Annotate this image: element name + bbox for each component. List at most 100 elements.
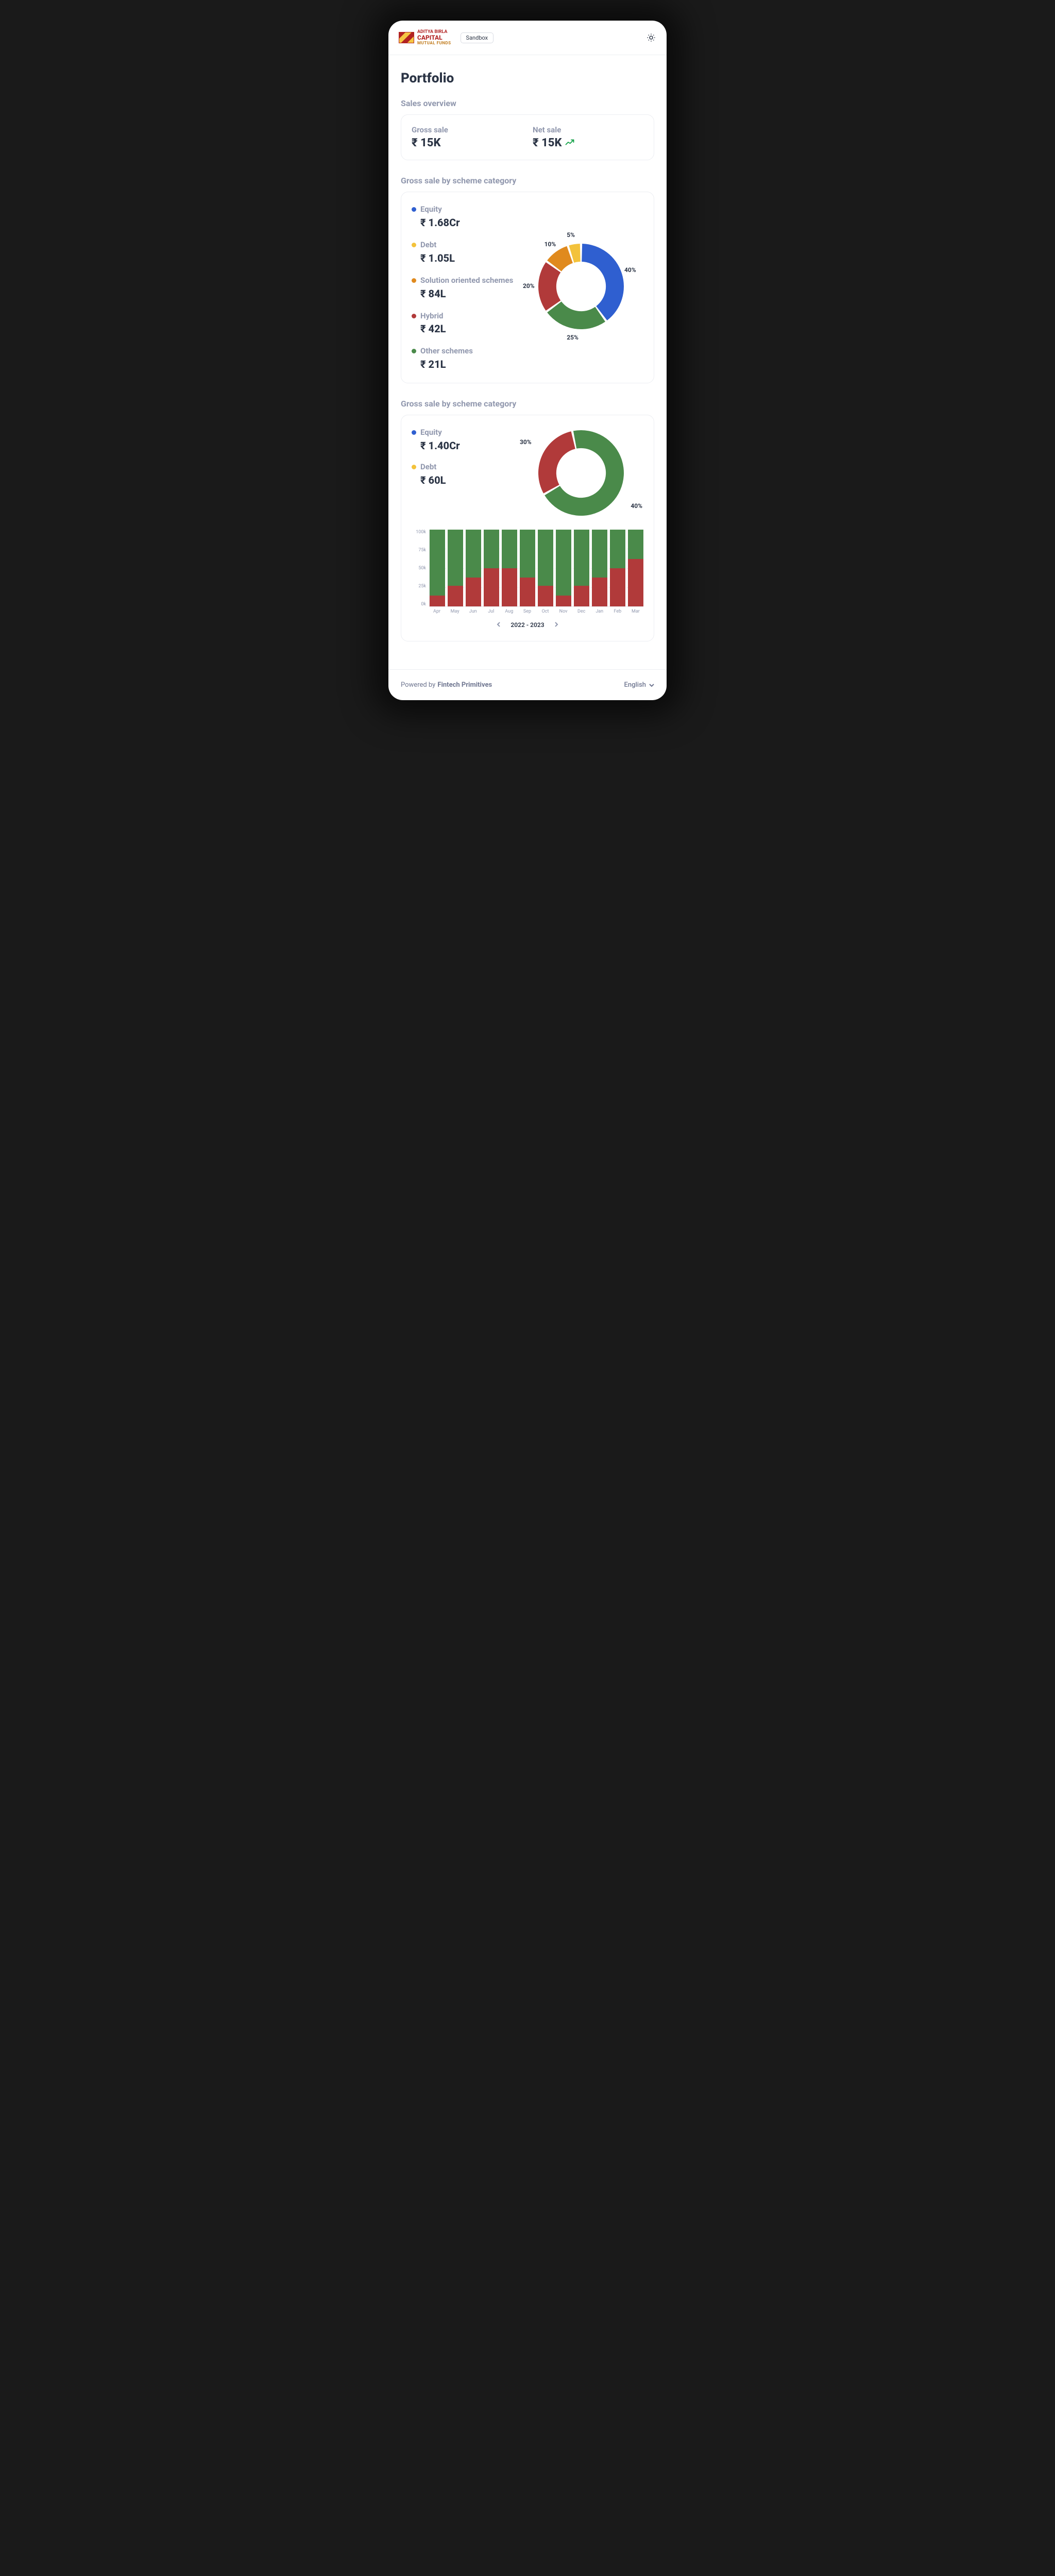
theme-toggle[interactable] xyxy=(646,32,656,43)
legend-item-equity: Equity ₹ 1.68Cr xyxy=(412,205,514,229)
bar-lower-seg xyxy=(628,559,643,606)
net-sale-label: Net sale xyxy=(533,125,643,134)
bar-upper-seg xyxy=(574,530,589,586)
x-axis-labels: AprMayJunJulAugSepOctNovDecJanFebMar xyxy=(429,609,643,614)
bar-upper-seg xyxy=(556,530,571,596)
brand-logo[interactable]: ADITYA BIRLA CAPITAL MUTUAL FUNDS xyxy=(399,30,451,45)
legend-value-equity: ₹ 1.68Cr xyxy=(412,216,514,229)
legend-label-hybrid: Hybrid xyxy=(420,311,444,321)
bar-upper-seg xyxy=(538,530,553,586)
category1-legend: Equity ₹ 1.68Cr Debt₹ 1.05L Solution orient… xyxy=(412,205,514,370)
x-tick: Apr xyxy=(429,609,445,614)
legend-value-hybrid: ₹ 42L xyxy=(412,323,514,335)
net-sale-block: Net sale ₹ 15K xyxy=(533,125,643,149)
x-tick: Mar xyxy=(628,609,643,614)
legend-label-debt: Debt xyxy=(420,240,436,250)
bar-Sep xyxy=(520,530,535,606)
donut-pct-label: 40% xyxy=(631,502,642,510)
bar-lower-seg xyxy=(520,578,535,607)
bar-upper-seg xyxy=(466,530,481,577)
env-badge: Sandbox xyxy=(461,32,494,43)
legend-item-debt: Debt₹ 60L xyxy=(412,462,514,486)
donut-pct-label: 30% xyxy=(520,438,532,446)
bar-May xyxy=(448,530,463,606)
legend-value-other: ₹ 21L xyxy=(412,358,514,370)
y-tick: 75k xyxy=(412,548,426,553)
x-tick: Jan xyxy=(592,609,607,614)
x-tick: Sep xyxy=(519,609,535,614)
x-tick: Aug xyxy=(501,609,517,614)
powered-by-prefix: Powered by xyxy=(401,681,435,689)
x-tick: Jun xyxy=(465,609,481,614)
donut-slice xyxy=(538,431,575,493)
legend-dot-debt xyxy=(412,243,416,247)
footer: Powered by Fintech Primitives English xyxy=(388,669,667,700)
legend-dot-debt xyxy=(412,465,416,469)
x-tick: Dec xyxy=(574,609,589,614)
x-tick: Oct xyxy=(537,609,553,614)
brand-line3: MUTUAL FUNDS xyxy=(417,41,451,45)
legend-value-debt: ₹ 60L xyxy=(412,474,514,486)
legend-label-other: Other schemes xyxy=(420,346,473,356)
bar-upper-seg xyxy=(502,530,517,568)
y-tick: 50k xyxy=(412,566,426,571)
category1-title: Gross sale by scheme category xyxy=(401,176,654,185)
donut-pct-label: 10% xyxy=(544,241,556,248)
bar-Mar xyxy=(628,530,643,606)
legend-item-solution: Solution oriented schemes ₹ 84L xyxy=(412,276,514,300)
bar-upper-seg xyxy=(610,530,625,568)
bar-Oct xyxy=(538,530,553,606)
sales-overview-card: Gross sale ₹ 15K Net sale ₹ 15K xyxy=(401,114,654,160)
bar-lower-seg xyxy=(592,578,607,607)
donut-svg xyxy=(537,243,625,330)
trend-up-icon xyxy=(565,138,574,148)
legend-item-other: Other schemes ₹ 21L xyxy=(412,346,514,370)
legend-label-solution: Solution oriented schemes xyxy=(420,276,513,285)
sun-icon xyxy=(646,33,656,42)
bar-lower-seg xyxy=(610,568,625,607)
y-axis: 100k75k50k25k0k xyxy=(412,530,426,607)
legend-item-debt: Debt₹ 1.05L xyxy=(412,240,514,264)
legend-dot-equity xyxy=(412,430,416,435)
gross-sale-label: Gross sale xyxy=(412,125,522,134)
donut-pct-label: 40% xyxy=(624,266,636,274)
chevron-right-icon xyxy=(554,622,559,627)
bar-Apr xyxy=(430,530,445,606)
bar-lower-seg xyxy=(484,568,499,607)
topbar: ADITYA BIRLA CAPITAL MUTUAL FUNDS Sandbo… xyxy=(388,21,667,55)
bar-Aug xyxy=(502,530,517,606)
bar-lower-seg xyxy=(502,568,517,607)
brand-logo-mark xyxy=(399,32,414,43)
language-selector[interactable]: English xyxy=(624,681,655,689)
x-tick: May xyxy=(447,609,463,614)
powered-by-link[interactable]: Fintech Primitives xyxy=(437,681,492,689)
next-period[interactable] xyxy=(554,621,559,629)
x-tick: Nov xyxy=(556,609,571,614)
brand-logo-text: ADITYA BIRLA CAPITAL MUTUAL FUNDS xyxy=(417,30,451,45)
legend-dot-equity xyxy=(412,207,416,212)
bar-upper-seg xyxy=(520,530,535,577)
y-tick: 100k xyxy=(412,530,426,535)
bar-lower-seg xyxy=(556,596,571,606)
legend-value-solution: ₹ 84L xyxy=(412,287,514,300)
x-tick: Feb xyxy=(610,609,625,614)
gross-sale-block: Gross sale ₹ 15K xyxy=(412,125,522,149)
net-sale-value: ₹ 15K xyxy=(533,137,643,149)
category2-donut-area: 30% 40% xyxy=(519,428,643,520)
bar-upper-seg xyxy=(484,530,499,568)
prev-period[interactable] xyxy=(496,621,501,629)
category2-donut: 30%40% xyxy=(537,429,625,519)
net-sale-amount: ₹ 15K xyxy=(533,137,562,149)
legend-label-equity: Equity xyxy=(420,205,442,214)
donut-svg xyxy=(537,429,625,517)
donut-slice xyxy=(538,262,560,311)
bar-Jul xyxy=(484,530,499,606)
bar-Jun xyxy=(466,530,481,606)
sales-overview-title: Sales overview xyxy=(401,98,654,108)
category1-donut: 40%25%20%10%5% xyxy=(537,243,625,332)
bar-Dec xyxy=(574,530,589,606)
bar-upper-seg xyxy=(628,530,643,559)
legend-dot-hybrid xyxy=(412,314,416,318)
bar-lower-seg xyxy=(574,586,589,606)
y-tick: 25k xyxy=(412,584,426,589)
